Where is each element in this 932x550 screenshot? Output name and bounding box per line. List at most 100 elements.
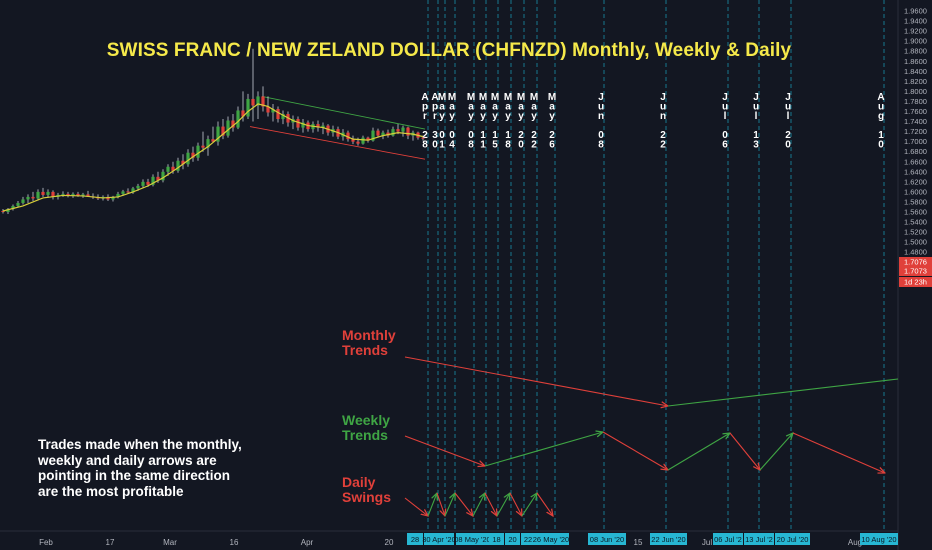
date-chip-label: 08 May '20 [454,535,490,544]
event-date-char: n [660,111,666,122]
price-tag-bg [899,266,932,276]
event-date-char: 8 [468,140,474,151]
event-date-char: M [548,92,556,103]
candle-body [421,137,425,139]
candle-body [81,194,85,196]
event-date-char: p [422,102,428,113]
candle-body [176,160,180,171]
y-tick-label: 1.7400 [904,117,927,126]
candle-body [156,176,160,181]
price-tag-label: 1.7076 [904,258,927,267]
price-tag-bg [899,277,932,287]
moving-average-path [2,103,424,212]
x-tick-label: Jul [702,538,712,547]
candle-body [31,196,35,199]
daily-swing-arrow [444,493,455,517]
note-line: Trades made when the monthly, [38,437,242,452]
price-tag-label: 1.7073 [904,267,927,276]
event-date-char: 5 [492,140,498,151]
candle-body [201,145,205,148]
y-tick-label: 1.7200 [904,127,927,136]
daily-swing-arrow [509,492,522,516]
daily-swing-arrow [521,493,537,517]
x-tick-label: 15 [634,538,643,547]
candle-body [376,130,380,136]
price-tag-bg [899,257,932,267]
monthly-trends-label-line: Monthly [342,327,396,343]
date-chip-label: 18 [492,535,500,544]
x-tick-label: 16 [230,538,239,547]
candle-body [121,191,125,194]
y-tick-label: 1.5200 [904,228,927,237]
candle-body [316,124,320,128]
date-chip [456,533,489,545]
daily-swing-arrow [454,492,473,516]
date-chip-label: 20 [508,535,516,544]
note-line: pointing in the same direction [38,468,231,483]
y-tick-label: 1.6000 [904,187,927,196]
event-date-char: y [439,111,445,122]
chart-title: SWISS FRANC / NEW ZELAND DOLLAR (CHFNZD)… [106,40,792,61]
candle-body [211,139,215,142]
candle-body [11,205,15,209]
candle-body [391,129,395,136]
event-date-char: 0 [439,130,445,141]
candle-body [1,210,5,212]
y-tick-label: 1.6400 [904,167,927,176]
event-date-char: y [468,111,474,122]
event-date-char: y [449,111,455,122]
note-line: are the most profitable [38,483,184,499]
event-date-char: 2 [549,130,555,141]
price-axis: 1.46001.48001.50001.52001.54001.56001.58… [899,7,932,287]
candle-body [361,137,365,144]
candle-body [381,132,385,136]
x-tick-label: Aug [848,538,862,547]
weekly-trends-label-line: Weekly [342,412,390,428]
event-date-char: l [755,111,758,122]
candle-body [346,132,350,140]
candle-body [116,193,120,197]
candle-body [276,108,280,120]
event-date-char: l [787,111,790,122]
event-date-char: J [598,92,604,103]
candle-body [301,122,305,128]
event-date-char: M [504,92,512,103]
event-date-char: u [660,102,666,113]
candle-body [241,110,245,117]
candle-body [216,126,220,142]
candle-body [181,160,185,165]
candle-body [61,193,65,195]
event-date-char: A [877,92,884,103]
y-tick-label: 1.8200 [904,77,927,86]
y-tick-label: 1.9000 [904,37,927,46]
event-date-char: M [530,92,538,103]
daily-swing-arrow [427,493,437,517]
event-date-char: 0 [722,130,728,141]
event-date-char: y [492,111,498,122]
candle-body [126,191,130,193]
candle-body [86,194,90,197]
event-date-char: 1 [480,140,486,151]
event-date-char: A [421,92,428,103]
y-tick-label: 1.4800 [904,248,927,257]
date-chip-label: 22 [524,535,532,544]
monthly-trends-label: Monthly Trends [342,328,396,358]
weekly-trends-label: Weekly Trends [342,413,390,443]
event-date-char: 4 [449,140,455,151]
candle-body [371,130,375,141]
event-date-char: a [549,102,555,113]
event-date-char: 6 [549,140,555,151]
candle-body [71,193,75,196]
date-chip [860,533,898,545]
